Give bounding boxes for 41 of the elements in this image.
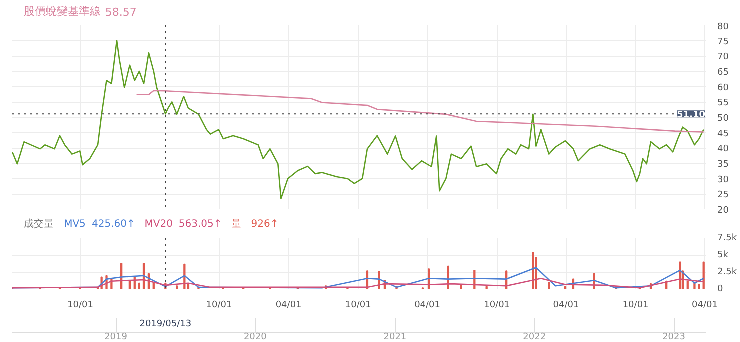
text: 926↑ [251,219,279,230]
x-tick-label: 10/01 [206,300,232,310]
x2-tick-label: 2021 [384,332,407,342]
text: MV5 [64,219,86,230]
x-tick-label: 10/01 [68,300,94,310]
ref-line-label: 2019/05/13 [140,320,192,330]
y-tick-label: 60 [718,83,730,94]
y-tick-label: 40 [718,144,730,155]
y-tick-label: 55 [718,98,729,109]
y-tick-label: 80 [718,22,730,32]
x2-tick-label: 2022 [523,332,546,342]
y-tick-label: 2.5k [718,268,738,278]
chart-title: 成交量 [24,218,54,230]
x2-tick-label: 2019 [104,332,128,342]
x-tick-label: 04/01 [692,300,718,310]
y-tick-label: 0 [718,284,724,294]
x-tick-label: 10/01 [484,300,510,310]
x-tick-label: 04/01 [276,300,302,310]
text: 58.57 [105,6,137,19]
y-tick-label: 30 [718,175,730,186]
x-tick-label: 10/01 [622,300,649,310]
y-tick-label: 25 [718,190,729,201]
x-tick-label: 04/01 [414,300,440,310]
x2-tick-label: 2023 [662,332,686,342]
text: 股價蛻變基準線 [24,5,101,18]
y-tick-label: 7.5k [718,234,738,244]
y-tick-label: 35 [718,160,729,170]
y-tick-label: 5k [718,250,730,260]
y-tick-label: 65 [718,68,729,78]
text: 量 [232,219,242,230]
text: MV20 [144,219,173,230]
x-tick-label: 10/01 [345,300,372,310]
y-tick-label: 45 [718,129,729,140]
y-tick-label: 75 [718,37,729,48]
x2-tick-label: 2020 [244,332,268,342]
y-tick-label: 70 [718,52,730,63]
y-tick-label: 50 [718,114,730,124]
x-tick-label: 04/01 [553,300,580,310]
text: 425.60↑ [92,219,136,230]
text: 563.05↑ [178,219,222,230]
y-tick-label: 20 [718,206,730,216]
